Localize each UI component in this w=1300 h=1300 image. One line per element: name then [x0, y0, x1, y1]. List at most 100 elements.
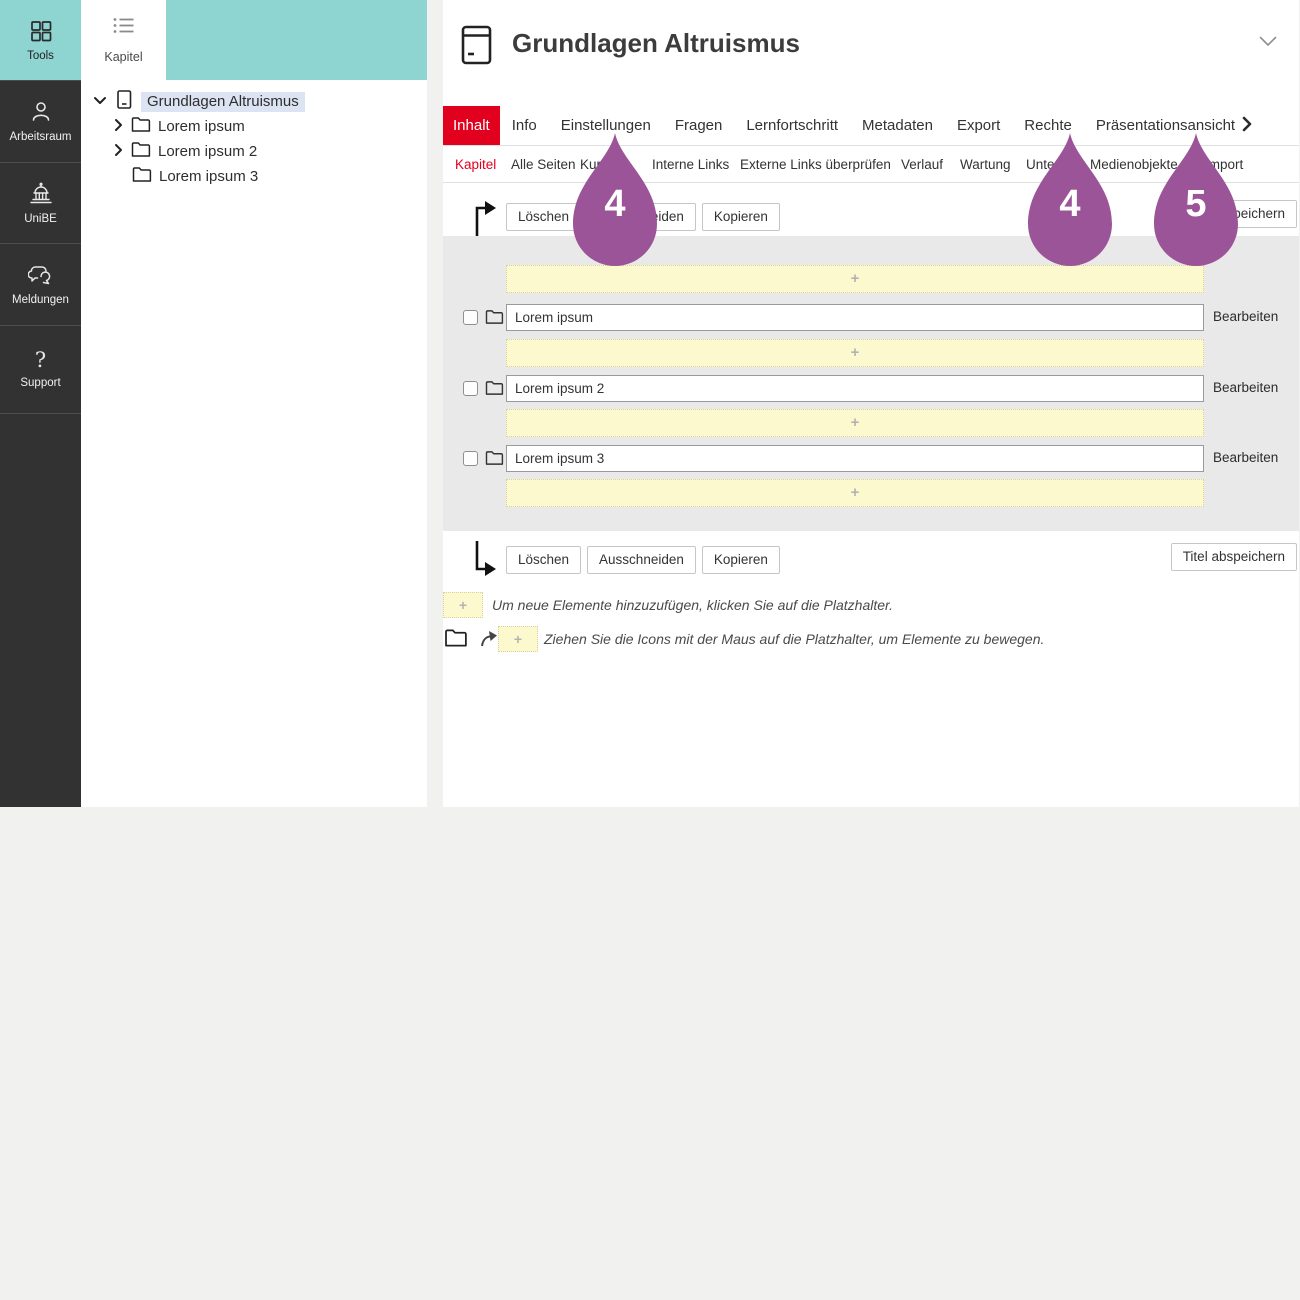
- learning-module-icon: [114, 89, 134, 114]
- tab-einstellungen[interactable]: Einstellungen: [560, 117, 651, 134]
- add-placeholder[interactable]: +: [506, 409, 1204, 437]
- rail-label: Arbeitsraum: [9, 131, 72, 143]
- subtab-externe-links[interactable]: Externe Links überprüfen: [740, 157, 891, 172]
- row-checkbox[interactable]: [463, 451, 478, 466]
- learning-module-icon: [460, 24, 494, 71]
- add-placeholder[interactable]: +: [506, 339, 1204, 367]
- plus-icon: +: [850, 344, 860, 361]
- chevron-down-icon[interactable]: [93, 93, 107, 110]
- annotation-marker-4-einstellungen: 4: [571, 131, 659, 267]
- subtab-kapitel[interactable]: Kapitel: [455, 157, 497, 172]
- marker-number: 4: [1059, 183, 1081, 225]
- plus-icon: +: [458, 597, 468, 613]
- chat-bubbles-icon: [27, 263, 54, 287]
- rail-label: Support: [20, 377, 61, 389]
- list-icon: [112, 16, 136, 41]
- sidebar-item-support[interactable]: ? Support: [0, 326, 81, 414]
- subtab-wartung[interactable]: Wartung: [960, 157, 1011, 172]
- rail-label: UniBE: [24, 212, 57, 225]
- tab-metadaten[interactable]: Metadaten: [862, 117, 933, 134]
- hint-text: Um neue Elemente hinzuzufügen, klicken S…: [492, 597, 894, 613]
- plus-icon: +: [850, 484, 860, 501]
- sidebar-item-meldungen[interactable]: Meldungen: [0, 244, 81, 326]
- placeholder-chip: +: [443, 592, 483, 618]
- chevron-right-icon[interactable]: [113, 118, 124, 136]
- plus-icon: +: [513, 631, 523, 647]
- person-icon: [29, 100, 53, 124]
- chapter-row: Bearbeiten: [443, 445, 1299, 472]
- chapter-title-input[interactable]: [506, 375, 1204, 402]
- question-mark-icon: ?: [34, 348, 47, 372]
- chevron-down-icon[interactable]: [1259, 34, 1277, 52]
- delete-button[interactable]: Löschen: [506, 203, 582, 231]
- tab-lernfortschritt[interactable]: Lernfortschritt: [746, 117, 839, 134]
- folder-icon: [131, 116, 151, 137]
- edit-link[interactable]: Bearbeiten: [1213, 309, 1279, 324]
- university-building-icon: [27, 182, 55, 206]
- tab-rechte[interactable]: Rechte: [1024, 117, 1072, 134]
- chevron-right-icon: [1242, 108, 1252, 148]
- subtab-verlauf[interactable]: Verlauf: [901, 157, 944, 172]
- arrow-down-right-icon: [470, 539, 498, 586]
- tree-item-label[interactable]: Lorem ipsum: [158, 118, 245, 135]
- copy-button[interactable]: Kopieren: [701, 203, 780, 231]
- edit-link[interactable]: Bearbeiten: [1213, 450, 1279, 465]
- curved-arrow-icon: [479, 629, 499, 654]
- annotation-marker-5-praesentationsansicht: 5: [1152, 131, 1240, 267]
- cut-button[interactable]: Ausschneiden: [587, 546, 696, 574]
- tree-panel: Kapitel Grundlagen Altruismus: [81, 0, 427, 807]
- folder-icon[interactable]: [485, 380, 504, 401]
- main-tabbar: Inhalt Info Einstellungen Fragen Lernfor…: [443, 106, 1299, 146]
- tree-item[interactable]: Lorem ipsum: [81, 114, 427, 139]
- tree-item-label[interactable]: Lorem ipsum 3: [159, 168, 259, 185]
- chapter-row: Bearbeiten: [443, 304, 1299, 331]
- sidebar-item-tools[interactable]: Tools: [0, 0, 81, 81]
- tab-inhalt[interactable]: Inhalt: [443, 106, 500, 145]
- tree-item-label[interactable]: Lorem ipsum 2: [158, 143, 258, 160]
- tab-info[interactable]: Info: [511, 117, 537, 134]
- subtab-interne-links[interactable]: Interne Links: [652, 157, 730, 172]
- folder-icon: [132, 166, 152, 187]
- chapter-title-input[interactable]: [506, 304, 1204, 331]
- edit-link[interactable]: Bearbeiten: [1213, 380, 1279, 395]
- folder-icon[interactable]: [485, 450, 504, 471]
- tree-root-label[interactable]: Grundlagen Altruismus: [141, 91, 305, 112]
- hint-move-elements: + Ziehen Sie die Icons mit der Maus auf …: [443, 626, 1299, 654]
- tree-item-root[interactable]: Grundlagen Altruismus: [81, 89, 427, 114]
- tab-kapitel[interactable]: Kapitel: [81, 0, 166, 80]
- tab-praesentationsansicht[interactable]: Präsentationsansicht: [1084, 106, 1264, 145]
- add-placeholder[interactable]: +: [506, 479, 1204, 507]
- placeholder-chip: +: [498, 626, 538, 652]
- main-panel: Grundlagen Altruismus Inhalt Info Einste…: [443, 0, 1299, 807]
- tree-panel-header: Kapitel: [81, 0, 427, 80]
- arrow-up-right-icon: [470, 196, 498, 243]
- plus-icon: +: [850, 270, 860, 287]
- row-checkbox[interactable]: [463, 381, 478, 396]
- subtab-alle-seiten[interactable]: Alle Seiten: [511, 157, 576, 172]
- tools-grid-icon: [29, 19, 53, 43]
- tree-item[interactable]: Lorem ipsum 2: [81, 139, 427, 164]
- subtab-medienobjekte[interactable]: Medienobjekte: [1090, 157, 1178, 172]
- sidebar-item-unibe[interactable]: UniBE: [0, 163, 81, 244]
- tab-export[interactable]: Export: [956, 117, 1001, 134]
- chapter-tree: Grundlagen Altruismus Lorem ipsum Lo: [81, 80, 427, 189]
- folder-icon: [131, 141, 151, 162]
- rail-label: Meldungen: [12, 294, 69, 306]
- tab-fragen[interactable]: Fragen: [674, 117, 723, 134]
- chapter-title-input[interactable]: [506, 445, 1204, 472]
- tree-item[interactable]: Lorem ipsum 3: [81, 164, 427, 189]
- hint-text: Ziehen Sie die Icons mit der Maus auf di…: [544, 631, 1045, 647]
- marker-number: 4: [604, 183, 626, 225]
- sidebar-item-arbeitsraum[interactable]: Arbeitsraum: [0, 81, 81, 163]
- chapter-list-panel: + Bearbeiten + Bearbeiten +: [443, 236, 1299, 531]
- hint-add-elements: + Um neue Elemente hinzuzufügen, klicken…: [443, 592, 1299, 620]
- chevron-right-icon[interactable]: [113, 143, 124, 161]
- delete-button[interactable]: Löschen: [506, 546, 582, 574]
- add-placeholder[interactable]: +: [506, 265, 1204, 293]
- tab-kapitel-label: Kapitel: [104, 50, 143, 64]
- copy-button[interactable]: Kopieren: [701, 546, 780, 574]
- save-titles-button[interactable]: Titel abspeichern: [1170, 543, 1297, 571]
- folder-icon: [444, 628, 468, 653]
- folder-icon[interactable]: [485, 309, 504, 330]
- row-checkbox[interactable]: [463, 310, 478, 325]
